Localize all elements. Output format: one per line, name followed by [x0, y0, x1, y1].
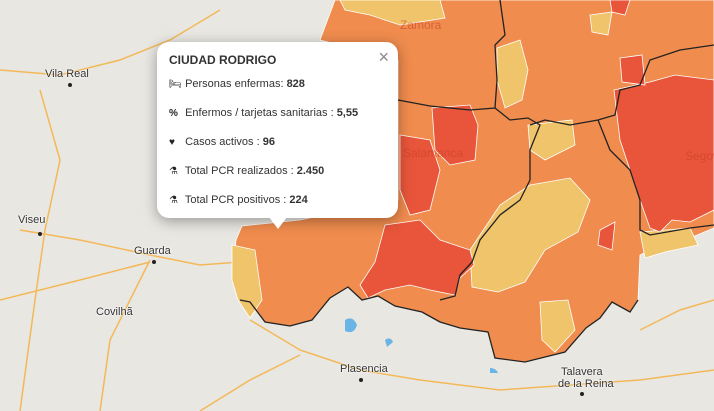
place-label-viseu: Viseu: [18, 214, 46, 226]
place-label-plasencia: Plasencia: [340, 363, 388, 375]
place-label-guarda: Guarda: [134, 245, 171, 257]
close-icon[interactable]: ×: [378, 47, 389, 67]
city-dot: [580, 392, 584, 396]
row-label: Personas enfermas:: [185, 78, 287, 90]
row-pcr-positivos: ⚗ Total PCR positivos : 224: [169, 194, 308, 206]
popup-title: CIUDAD RODRIGO: [169, 53, 277, 67]
city-dot: [359, 378, 363, 382]
popup-tip: [269, 217, 287, 229]
region-low: [231, 0, 699, 353]
place-label-zamora: Zamora: [400, 18, 442, 32]
row-label: Total PCR realizados :: [184, 165, 297, 177]
row-enfermos-tarjetas: % Enfermos / tarjetas sanitarias : 5,55: [169, 107, 358, 119]
row-pcr-realizados: ⚗ Total PCR realizados : 2.450: [169, 165, 324, 177]
percent-icon: %: [169, 108, 178, 119]
row-label: Casos activos :: [185, 136, 263, 148]
row-value: 2.450: [296, 165, 325, 177]
row-value: 5,55: [336, 107, 359, 119]
water: [345, 318, 498, 373]
city-dot: [68, 83, 72, 87]
row-personas-enfermas: 🛏 Personas enfermas: 828: [169, 78, 305, 90]
roads: [0, 9, 714, 411]
info-popup: CIUDAD RODRIGO × 🛏 Personas enfermas: 82…: [157, 42, 398, 218]
place-label-talavera-2: de la Reina: [558, 378, 614, 390]
flask-icon: ⚗: [169, 166, 178, 177]
bed-icon: 🛏: [169, 79, 182, 90]
row-label: Enfermos / tarjetas sanitarias :: [185, 107, 337, 119]
place-label-salamanca: Salamanca: [403, 146, 464, 160]
flask-icon: ⚗: [169, 195, 178, 206]
place-label-talavera: Talavera: [561, 366, 603, 378]
row-value: 828: [286, 78, 305, 90]
heartbeat-icon: ♥: [169, 137, 175, 148]
row-value: 224: [289, 194, 308, 206]
region-high: [359, 0, 714, 299]
place-label-vila-real: Vila Real: [45, 68, 89, 80]
row-casos-activos: ♥ Casos activos : 96: [169, 136, 275, 148]
place-label-segovia: Segov: [685, 149, 714, 163]
row-label: Total PCR positivos :: [184, 194, 290, 206]
province-borders: [239, 0, 714, 363]
place-label-covilha: Covilhã: [96, 306, 133, 318]
city-dot: [38, 232, 42, 236]
row-value: 96: [262, 136, 275, 148]
city-dot: [152, 260, 156, 264]
